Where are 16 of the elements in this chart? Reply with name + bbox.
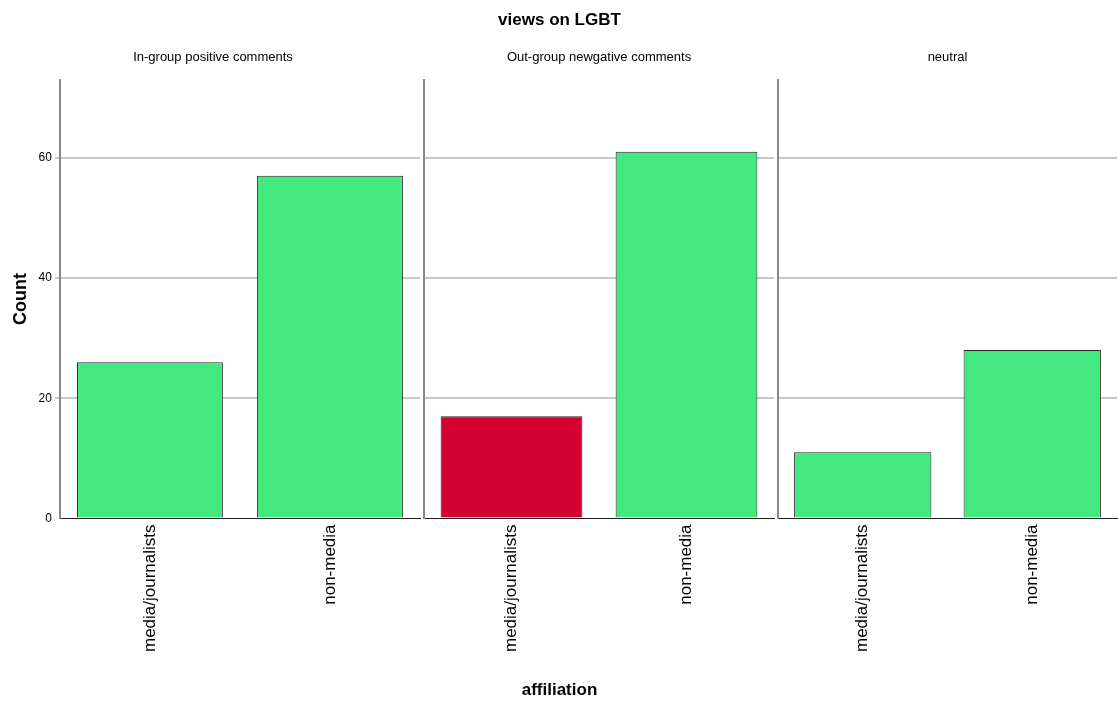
y-tick-label: 60 — [38, 150, 53, 165]
y-tick-label: 20 — [38, 390, 53, 405]
y-tick-label: 0 — [45, 510, 53, 525]
chart-title: views on LGBT — [497, 10, 622, 30]
x-tick-label: media/journalists — [139, 524, 159, 652]
x-tick-label: media/journalists — [501, 524, 521, 652]
x-tick-label: non-media — [676, 523, 696, 605]
x-tick-label: non-media — [1021, 523, 1041, 605]
y-axis-title: Count — [9, 273, 30, 326]
x-tick-label: non-media — [319, 523, 339, 605]
y-tick-label: 40 — [38, 270, 53, 285]
chart-subtitle: In-group positive comments — [133, 49, 294, 65]
chart-subtitle: neutral — [927, 49, 968, 65]
chart-subtitle: Out-group newgative comments — [506, 49, 692, 65]
x-tick-label: media/journalists — [852, 524, 872, 652]
x-axis-title: affiliation — [520, 680, 599, 700]
